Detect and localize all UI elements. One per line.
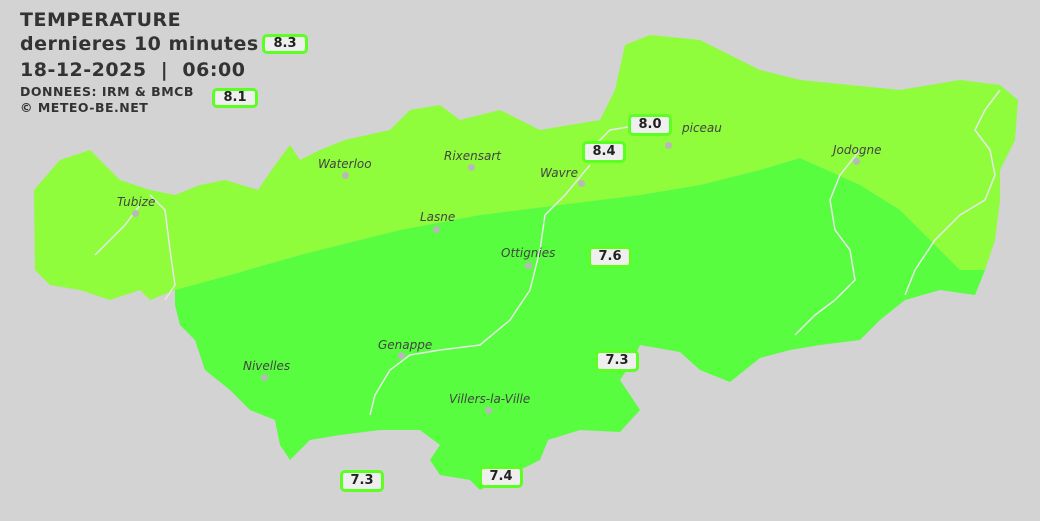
city-dot xyxy=(342,172,349,179)
city-label: piceau xyxy=(682,121,722,135)
city-dot xyxy=(132,210,139,217)
map-header: TEMPERATURE dernieres 10 minutes 18-12-2… xyxy=(20,8,259,116)
city-label: Jodogne xyxy=(833,143,882,157)
city-label: Ottignies xyxy=(501,246,556,260)
station-value[interactable]: 7.3 xyxy=(595,350,639,372)
rivers xyxy=(94,89,1001,416)
city-dot xyxy=(468,164,475,171)
city-label: Waterloo xyxy=(318,157,372,171)
city-label: Villers-la-Ville xyxy=(449,392,531,406)
city-dot xyxy=(578,180,585,187)
station-value[interactable]: 8.3 xyxy=(262,34,308,54)
copyright: © METEO-BE.NET xyxy=(20,100,149,115)
station-value[interactable]: 7.3 xyxy=(340,470,384,492)
city-label: Wavre xyxy=(540,166,578,180)
station-value[interactable]: 8.0 xyxy=(628,114,672,136)
city-dot xyxy=(525,262,532,269)
data-source: DONNEES: IRM & BMCB xyxy=(20,84,194,99)
city-dot xyxy=(665,142,672,149)
station-value[interactable]: 7.6 xyxy=(588,246,632,268)
region-cool-zone xyxy=(175,158,985,490)
city-dot xyxy=(485,407,492,414)
city-label: Genappe xyxy=(378,338,433,352)
map-datetime: 18-12-2025 | 06:00 xyxy=(20,59,246,81)
station-value[interactable]: 7.4 xyxy=(479,466,523,488)
station-value[interactable]: 8.1 xyxy=(212,88,258,108)
city-dot xyxy=(433,226,440,233)
city-dot xyxy=(853,158,860,165)
region-warm-zone xyxy=(34,35,1018,300)
city-label: Lasne xyxy=(420,210,456,224)
city-dot xyxy=(398,352,405,359)
city-label: Tubize xyxy=(117,195,156,209)
city-dot xyxy=(261,374,268,381)
city-label: Nivelles xyxy=(243,359,291,373)
map-subtitle: dernieres 10 minutes xyxy=(20,33,259,55)
station-value[interactable]: 8.4 xyxy=(582,141,626,163)
map-title: TEMPERATURE xyxy=(20,9,182,31)
city-label: Rixensart xyxy=(444,149,502,163)
